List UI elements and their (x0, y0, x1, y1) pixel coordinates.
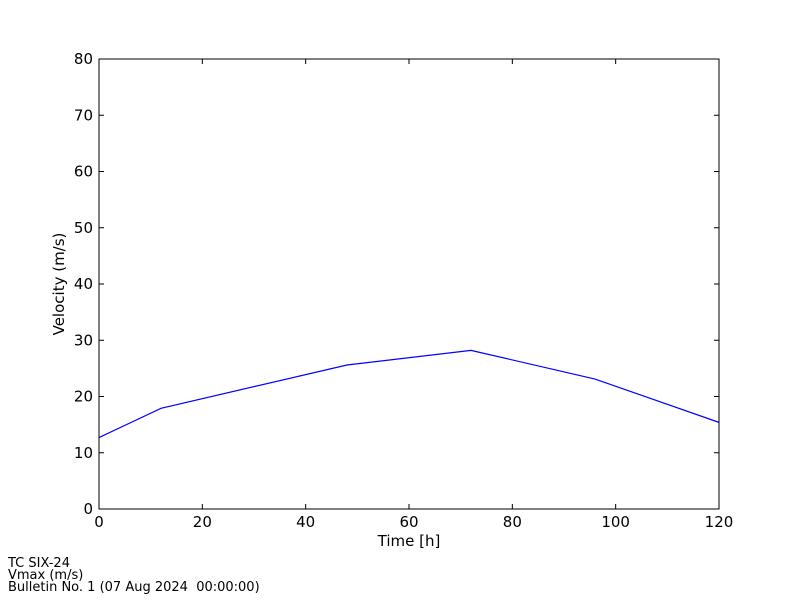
x-axis-label: Time [h] (377, 532, 441, 550)
y-axis-ticks: 0 10 20 30 40 50 60 70 80 (74, 50, 719, 518)
plot-frame (98, 58, 720, 510)
x-axis-ticks: 0 20 40 60 80 100 120 (94, 59, 733, 531)
storm-name: TC SIX-24 (8, 556, 70, 571)
x-tick-label: 120 (705, 513, 734, 531)
variable-name: Vmax (m/s) (8, 568, 84, 583)
y-tick-label: 0 (83, 500, 93, 518)
y-tick-label: 10 (74, 444, 93, 462)
series-layer (98, 349, 720, 439)
bulletin-info: Bulletin No. 1 (07 Aug 2024 00:00:00) (8, 580, 260, 595)
y-tick-label: 80 (74, 50, 93, 68)
bulletin-footer: TC SIX-24 Vmax (m/s) Bulletin No. 1 (07 … (8, 556, 260, 595)
y-tick-label: 50 (74, 219, 93, 237)
x-tick-label: 100 (601, 513, 630, 531)
y-tick-label: 20 (74, 388, 93, 406)
velocity-line (98, 349, 720, 439)
x-tick-label: 80 (503, 513, 522, 531)
y-tick-label: 60 (74, 163, 93, 181)
y-tick-label: 70 (74, 106, 93, 124)
y-axis-label: Velocity (m/s) (50, 233, 68, 336)
x-tick-label: 0 (94, 513, 104, 531)
y-tick-label: 30 (74, 331, 93, 349)
y-tick-label: 40 (74, 275, 93, 293)
x-tick-label: 60 (399, 513, 418, 531)
x-tick-label: 40 (296, 513, 315, 531)
x-tick-label: 20 (193, 513, 212, 531)
